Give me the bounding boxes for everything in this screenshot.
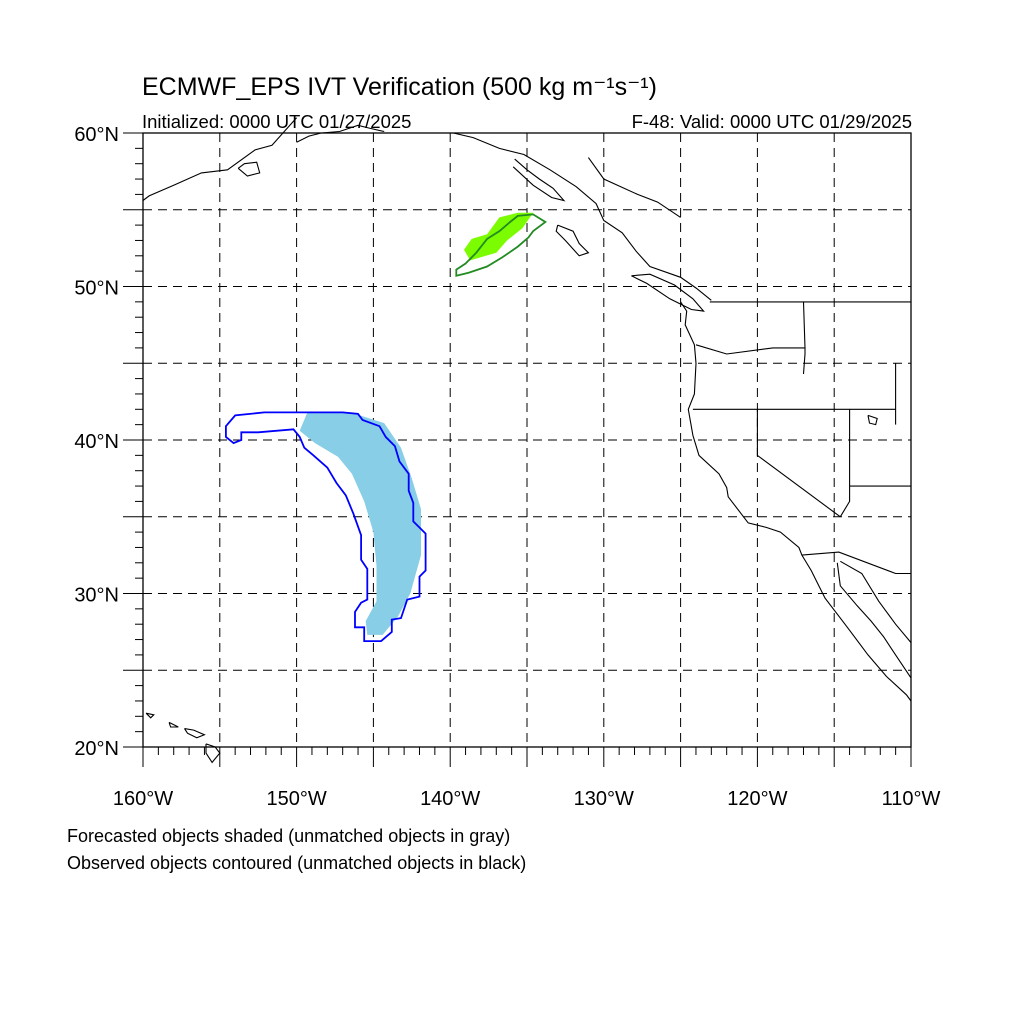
- lon-label: 110°W: [882, 788, 941, 810]
- coastlines: [142, 117, 912, 764]
- gulf-of-california: [836, 562, 912, 679]
- border-id-wy: [802, 347, 806, 375]
- lat-label: 30°N: [74, 585, 119, 607]
- border-nv-az: [839, 409, 851, 518]
- axis-ticks: [123, 132, 912, 767]
- border-ca-nv: [756, 409, 841, 518]
- gridlines: [143, 133, 911, 747]
- chart-title: ECMWF_EPS IVT Verification (500 kg m⁻¹s⁻…: [142, 73, 657, 101]
- lat-label: 50°N: [74, 278, 119, 300]
- observed-legend-note: Observed objects contoured (unmatched ob…: [67, 853, 527, 873]
- border-or-wa: [695, 301, 806, 355]
- initialized-time: Initialized: 0000 UTC 01/27/2025: [142, 111, 412, 132]
- valid-time: F-48: Valid: 0000 UTC 01/29/2025: [631, 111, 912, 132]
- observed-object-1: [224, 411, 427, 642]
- forecast-legend-note: Forecasted objects shaded (unmatched obj…: [67, 826, 511, 846]
- bc-coast: [453, 132, 712, 301]
- great-salt-lake: [867, 414, 878, 426]
- kenai: [296, 124, 385, 143]
- lon-label: 150°W: [266, 788, 326, 810]
- lat-label: 40°N: [74, 431, 119, 453]
- lat-label: 60°N: [74, 124, 119, 146]
- axis-labels: 60°N 50°N 40°N 30°N 20°N 160°W 150°W 140°W 130°W…: [74, 124, 940, 810]
- se-alaska-islands: [512, 158, 566, 202]
- lon-label: 120°W: [727, 788, 787, 810]
- hawaii-3: [168, 721, 179, 728]
- lat-label: 20°N: [74, 738, 119, 760]
- inland-coast-bc: [587, 157, 681, 218]
- mainland-mexico: [840, 560, 912, 643]
- border-mexico: [801, 551, 911, 575]
- west-coast: [680, 301, 912, 702]
- hawaii-2: [184, 728, 206, 739]
- hawaii-4: [145, 712, 155, 719]
- ivt-objects: [224, 212, 547, 642]
- vancouver-is: [631, 273, 705, 312]
- kodiak: [237, 161, 261, 177]
- haida-gwaii: [555, 224, 590, 257]
- lon-label: 130°W: [574, 788, 634, 810]
- observed-object-2: [455, 213, 547, 277]
- forecast-object-1: [299, 412, 421, 635]
- lon-label: 140°W: [420, 788, 480, 810]
- alaska-south: [142, 117, 298, 201]
- lon-label: 160°W: [113, 788, 173, 810]
- forecast-object-2: [464, 212, 534, 261]
